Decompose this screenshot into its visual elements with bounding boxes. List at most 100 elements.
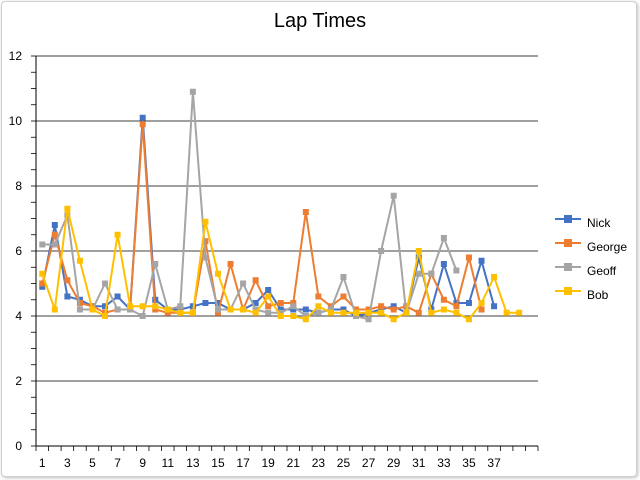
legend-swatch-bob: [555, 287, 581, 295]
data-point-bob-lap-16: [227, 306, 234, 313]
legend-swatch-george: [555, 239, 581, 247]
data-point-george-lap-10: [152, 306, 159, 313]
x-tick-label-37: 37: [487, 456, 501, 470]
data-point-nick-lap-1: [39, 283, 46, 290]
data-point-geoff-lap-17: [240, 280, 247, 287]
data-point-bob-lap-17: [240, 306, 247, 313]
data-point-nick-lap-12: [177, 306, 184, 313]
y-tick-label-6: 6: [15, 244, 22, 258]
data-point-geoff-lap-18: [252, 306, 259, 313]
data-point-bob-lap-2: [51, 306, 58, 313]
data-point-geoff-lap-7: [114, 306, 121, 313]
data-point-bob-lap-28: [378, 309, 385, 316]
legend-marker-nick: [564, 215, 572, 223]
x-tick-label-29: 29: [387, 456, 401, 470]
data-point-nick-lap-25: [340, 306, 347, 313]
data-point-geoff-lap-24: [327, 306, 334, 313]
data-point-george-lap-27: [365, 306, 372, 313]
legend-swatch-nick: [555, 215, 581, 223]
data-point-george-lap-23: [315, 293, 322, 300]
x-tick-label-11: 11: [162, 456, 175, 470]
data-point-george-lap-29: [390, 306, 397, 313]
legend-marker-geoff: [564, 263, 572, 271]
data-point-geoff-lap-32: [428, 270, 435, 277]
data-point-nick-lap-4: [76, 296, 83, 303]
data-point-george-lap-18: [252, 277, 259, 284]
data-point-geoff-lap-6: [102, 280, 109, 287]
data-point-george-lap-36: [478, 306, 485, 313]
y-tick-label-10: 10: [9, 114, 23, 128]
data-point-nick-lap-3: [64, 293, 71, 300]
data-point-geoff-lap-29: [390, 192, 397, 199]
data-point-geoff-lap-23: [315, 309, 322, 316]
data-point-george-lap-21: [290, 300, 297, 306]
data-point-bob-lap-11: [164, 306, 171, 313]
x-tick-label-25: 25: [337, 456, 351, 470]
data-point-bob-lap-31: [415, 248, 422, 254]
y-tick-label-8: 8: [15, 179, 22, 193]
data-point-geoff-lap-20: [277, 309, 284, 316]
data-point-geoff-lap-10: [152, 261, 159, 267]
data-point-george-lap-26: [353, 306, 360, 313]
data-point-geoff-lap-1: [39, 241, 46, 248]
data-point-bob-lap-34: [453, 309, 460, 316]
data-point-george-lap-33: [440, 296, 447, 303]
gridlines: [36, 55, 538, 382]
data-point-george-lap-34: [453, 303, 460, 310]
data-point-george-lap-14: [202, 238, 209, 245]
legend-marker-george: [564, 239, 572, 247]
data-point-george-lap-16: [227, 261, 234, 267]
y-tick-label-4: 4: [15, 309, 22, 323]
series-line-geoff: [42, 90, 458, 321]
data-point-bob-lap-23: [315, 303, 322, 310]
data-point-bob-lap-35: [465, 316, 472, 323]
x-tick-label-3: 3: [64, 456, 71, 470]
data-point-geoff-lap-28: [378, 248, 385, 254]
legend-label-george: George: [587, 240, 628, 254]
data-point-george-lap-1: [39, 280, 46, 287]
data-point-nick-lap-9: [139, 114, 146, 121]
data-point-bob-lap-21: [290, 313, 297, 319]
data-point-bob-lap-7: [114, 231, 121, 238]
data-point-bob-lap-36: [478, 300, 485, 306]
data-point-bob-lap-6: [102, 313, 109, 319]
data-point-george-lap-2: [51, 231, 58, 238]
data-point-bob-lap-30: [403, 309, 410, 316]
data-point-bob-lap-22: [302, 316, 309, 323]
data-point-bob-lap-5: [89, 306, 96, 313]
data-point-nick-lap-18: [252, 300, 259, 306]
data-point-nick-lap-29: [390, 303, 397, 310]
data-point-bob-lap-14: [202, 218, 209, 225]
data-point-geoff-lap-34: [453, 267, 460, 274]
data-point-george-lap-24: [327, 303, 334, 310]
data-point-george-lap-35: [465, 254, 472, 261]
x-tick-label-21: 21: [287, 456, 301, 470]
data-point-geoff-lap-27: [365, 316, 372, 323]
data-point-george-lap-22: [302, 209, 309, 215]
data-point-george-lap-28: [378, 303, 385, 310]
data-point-geoff-lap-22: [302, 313, 309, 319]
legend-label-nick: Nick: [587, 216, 611, 230]
y-tick-label-0: 0: [15, 439, 22, 453]
data-point-george-lap-19: [265, 303, 272, 310]
x-tick-label-9: 9: [139, 456, 146, 470]
data-point-bob-lap-9: [139, 303, 146, 310]
x-tick-label-17: 17: [236, 456, 250, 470]
data-point-geoff-lap-8: [127, 306, 134, 313]
legend-label-bob: Bob: [587, 288, 609, 302]
data-point-geoff-lap-13: [189, 88, 196, 95]
data-point-nick-lap-33: [440, 261, 447, 267]
data-point-nick-lap-22: [302, 306, 309, 313]
data-point-geoff-lap-21: [290, 303, 297, 310]
x-tick-label-27: 27: [362, 456, 376, 470]
legend-label-geoff: Geoff: [587, 264, 617, 278]
x-tick-label-23: 23: [312, 456, 326, 470]
x-tick-label-1: 1: [39, 456, 46, 470]
data-point-bob-lap-29: [390, 316, 397, 323]
data-point-nick-lap-35: [465, 300, 472, 306]
legend-swatch-geoff: [555, 263, 581, 271]
y-tick-label-12: 12: [9, 49, 23, 63]
data-point-bob-lap-38: [503, 309, 510, 316]
